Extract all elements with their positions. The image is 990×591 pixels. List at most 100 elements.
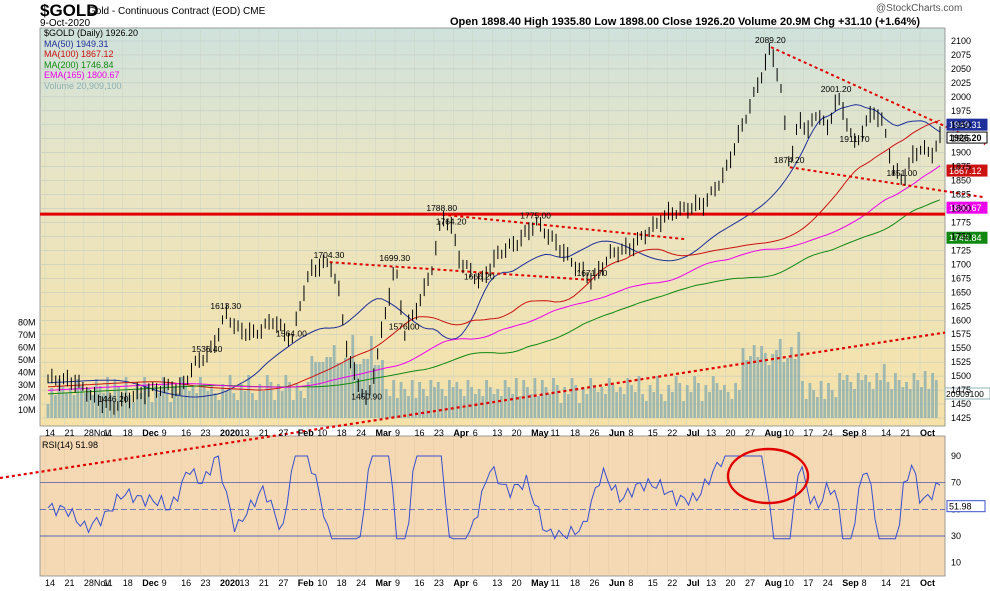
x-tick-label: 13 [239, 428, 249, 438]
chart-symbol: $GOLD [40, 1, 99, 20]
price-annotation: 1874.20 [774, 155, 805, 165]
x-tick-label: 24 [823, 428, 833, 438]
volume-bar [927, 389, 931, 418]
volume-bar [641, 394, 645, 418]
volume-bar [317, 362, 321, 418]
volume-bar [50, 388, 54, 418]
volume-bar [804, 399, 808, 418]
volume-bar [630, 385, 633, 418]
volume-bar [522, 380, 526, 418]
volume-bar [150, 402, 154, 418]
volume-bar [797, 332, 801, 418]
x-tick-label-bottom: 24 [356, 578, 366, 588]
rsi-value-tag [946, 500, 986, 513]
volume-bar [355, 364, 358, 418]
x-tick-label: 6 [473, 428, 478, 438]
volume-bar [600, 387, 604, 418]
volume-bar [574, 385, 578, 418]
volume-bar [589, 378, 593, 418]
volume-bar [273, 400, 277, 418]
volume-bar [864, 375, 868, 418]
volume-bar [533, 378, 537, 418]
volume-bar [198, 377, 202, 418]
volume-tag-text: 20909100 [946, 389, 984, 399]
volume-bar [518, 396, 522, 418]
x-tick-label-bottom: Dec [142, 578, 159, 588]
x-tick-label-bottom: 2020 [220, 578, 240, 588]
volume-bar [146, 384, 150, 418]
volume-tag [944, 387, 990, 400]
volume-bar [905, 382, 908, 418]
legend-entry: EMA(165) 1800.67 [44, 70, 120, 80]
x-tick-label: 20 [512, 428, 522, 438]
volume-bar [113, 379, 117, 418]
volume-bar [303, 398, 306, 418]
volume-bar [232, 393, 236, 418]
rsi-value-text: 51.98 [949, 502, 972, 512]
x-tick-label-bottom: 16 [181, 578, 191, 588]
volume-bar [358, 364, 362, 418]
volume-bar [83, 393, 87, 418]
x-tick-label: Sep [842, 428, 859, 438]
volume-bar [213, 393, 217, 418]
price-tick-label: 2050 [951, 64, 971, 74]
price-tick-label: 1725 [951, 245, 971, 255]
last-value-text: 1800.67 [949, 203, 982, 213]
volume-bar [563, 387, 567, 418]
volume-bar [771, 354, 775, 418]
volume-bar [674, 376, 678, 418]
volume-bar [808, 383, 812, 418]
x-tick-label-bottom: 11 [551, 578, 560, 588]
volume-bar [719, 390, 723, 418]
price-annotation: 1911.70 [839, 134, 869, 144]
volume-bar [537, 396, 540, 418]
volume-bar [76, 379, 80, 418]
volume-bar [685, 385, 689, 418]
price-annotation: 1564.00 [276, 328, 307, 338]
x-tick-label-bottom: 13 [492, 578, 502, 588]
volume-bar [436, 382, 440, 418]
x-tick-label: Dec [142, 428, 159, 438]
x-tick-label: 22 [667, 428, 677, 438]
volume-bar [648, 385, 652, 418]
price-tick-label: 1475 [951, 385, 971, 395]
volume-bar [57, 379, 61, 418]
volume-bar [570, 378, 574, 418]
x-tick-label: May [531, 428, 549, 438]
volume-bar [849, 382, 853, 418]
price-tick-label: 2075 [951, 50, 971, 60]
volume-bar [347, 358, 351, 418]
x-tick-label: 20 [726, 428, 736, 438]
volume-bar [756, 357, 760, 418]
volume-bar [448, 380, 451, 418]
volume-bar [206, 391, 210, 418]
x-tick-label-bottom: 20 [726, 578, 736, 588]
volume-bar [269, 382, 273, 418]
volume-bar [492, 394, 496, 418]
volume-bar [377, 365, 381, 418]
volume-bar [656, 376, 659, 418]
volume-bar [671, 392, 674, 418]
volume-bar [767, 365, 771, 418]
volume-bar [91, 395, 94, 418]
volume-bar [778, 339, 782, 418]
x-tick-label-bottom: Jul [687, 578, 700, 588]
price-annotation: 1671.70 [577, 268, 608, 278]
volume-bar [741, 348, 745, 418]
volume-bar [908, 389, 912, 418]
volume-bar [633, 392, 637, 418]
price-tick-label: 1925 [951, 134, 971, 144]
volume-bar [381, 360, 384, 418]
x-tick-label-bottom: 21 [259, 578, 269, 588]
price-tick-label: 1450 [951, 399, 971, 409]
rsi-tick-label: 90 [951, 451, 961, 461]
rsi-tick-label: 30 [951, 531, 961, 541]
price-tick-label: 1950 [951, 120, 971, 130]
price-tick-label: 2100 [951, 36, 971, 46]
volume-bar [154, 386, 158, 418]
price-annotation: 1704.30 [314, 250, 345, 260]
volume-bar [288, 382, 291, 418]
volume-bar [225, 391, 228, 418]
price-tick-label: 1500 [951, 371, 971, 381]
volume-bar [871, 389, 875, 418]
